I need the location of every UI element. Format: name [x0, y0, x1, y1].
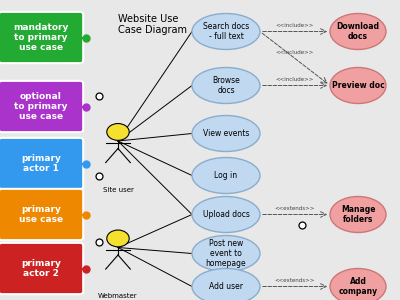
Text: Manage
folders: Manage folders	[341, 205, 375, 224]
Text: <<extends>>: <<extends>>	[275, 278, 315, 283]
Ellipse shape	[192, 196, 260, 232]
Ellipse shape	[192, 14, 260, 50]
Ellipse shape	[330, 14, 386, 50]
Ellipse shape	[192, 236, 260, 272]
Text: <<extends>>: <<extends>>	[275, 206, 315, 211]
Ellipse shape	[330, 68, 386, 104]
Text: primary
actor 1: primary actor 1	[21, 154, 61, 173]
Ellipse shape	[192, 268, 260, 300]
Text: primary
actor 2: primary actor 2	[21, 259, 61, 278]
Text: primary
use case: primary use case	[19, 205, 63, 224]
Text: Post new
event to
homepage: Post new event to homepage	[206, 238, 246, 268]
Text: Add user: Add user	[209, 282, 243, 291]
Text: Add
company: Add company	[338, 277, 378, 296]
Text: Download
docs: Download docs	[336, 22, 380, 41]
Ellipse shape	[330, 196, 386, 232]
Circle shape	[107, 124, 129, 140]
Text: View events: View events	[203, 129, 249, 138]
FancyBboxPatch shape	[0, 81, 83, 132]
Text: Upload docs: Upload docs	[202, 210, 250, 219]
Text: Site user: Site user	[102, 188, 134, 194]
Text: Browse
docs: Browse docs	[212, 76, 240, 95]
Text: optional
to primary
use case: optional to primary use case	[14, 92, 68, 122]
FancyBboxPatch shape	[0, 189, 83, 240]
Text: <<include>>: <<include>>	[276, 76, 314, 82]
Text: Log in: Log in	[214, 171, 238, 180]
Ellipse shape	[192, 116, 260, 152]
FancyBboxPatch shape	[0, 243, 83, 294]
Text: Preview doc: Preview doc	[332, 81, 384, 90]
Ellipse shape	[192, 68, 260, 104]
FancyBboxPatch shape	[0, 12, 83, 63]
Ellipse shape	[192, 158, 260, 194]
Text: <<include>>: <<include>>	[276, 50, 314, 55]
Text: Search docs
- full text: Search docs - full text	[203, 22, 249, 41]
Text: Website Use
Case Diagram: Website Use Case Diagram	[118, 14, 187, 35]
FancyBboxPatch shape	[0, 138, 83, 189]
Text: <<include>>: <<include>>	[276, 22, 314, 28]
Ellipse shape	[330, 268, 386, 300]
Text: Webmaster: Webmaster	[98, 292, 138, 298]
Text: mandatory
to primary
use case: mandatory to primary use case	[13, 22, 69, 52]
Circle shape	[107, 230, 129, 247]
